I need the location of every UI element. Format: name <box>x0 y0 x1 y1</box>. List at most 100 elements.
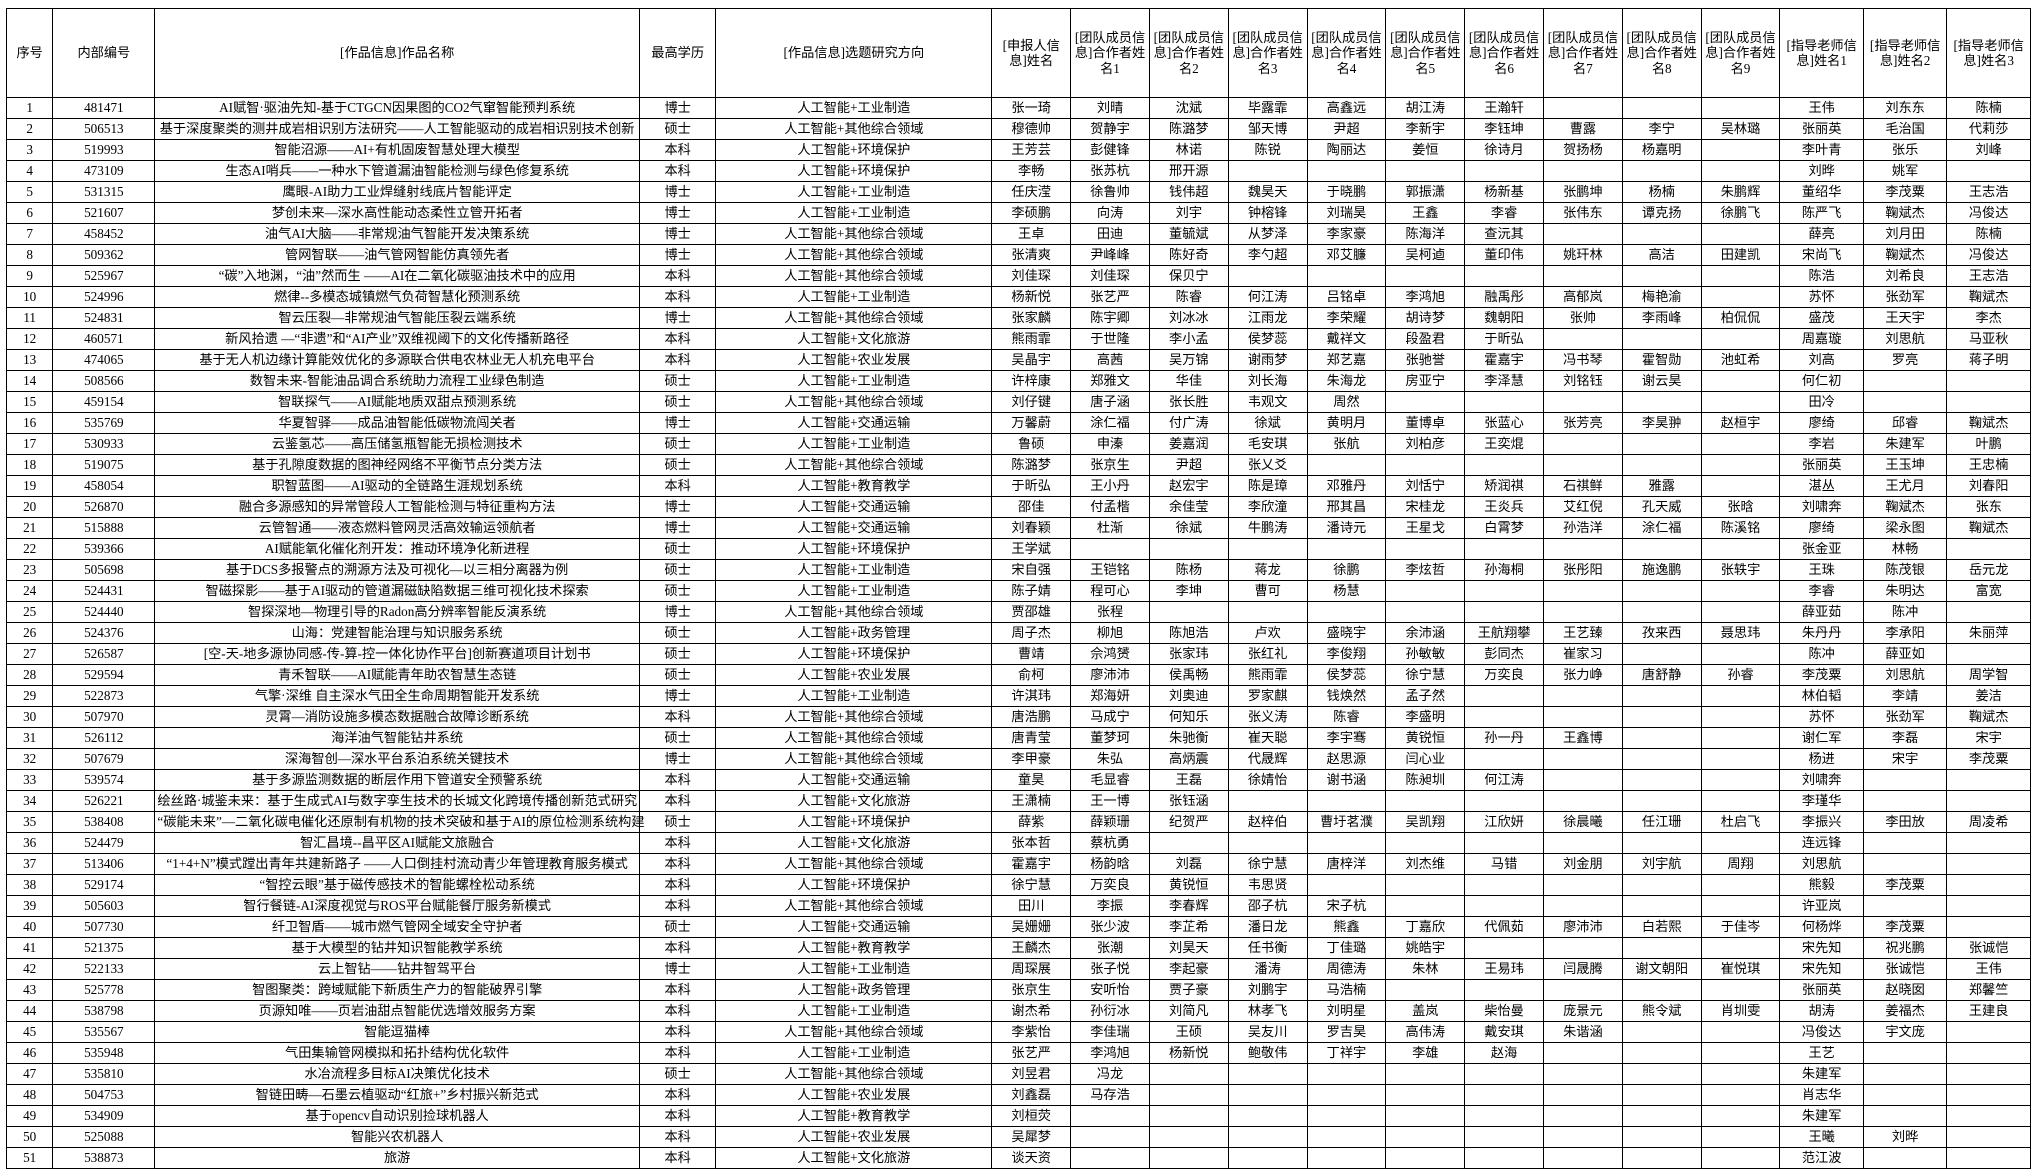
table-row[interactable]: 13 474065 基于无人机边缘计算能效优化的多源联合供电农林业无人机充电平台 本科… <box>5 349 2031 371</box>
cell-index[interactable]: 30 <box>5 706 54 728</box>
cell-member-3[interactable]: 卢欢 <box>1227 622 1308 644</box>
cell-applicant-name[interactable]: 宋自强 <box>991 559 1072 581</box>
table-row[interactable]: 6 521607 梦创未来—深水高性能动态柔性立管开拓者 博士 人工智能+工业制造 李硕鹏… <box>5 202 2031 224</box>
cell-member-4[interactable]: 郑艺嘉 <box>1306 349 1387 371</box>
cell-degree[interactable]: 本科 <box>638 1105 717 1127</box>
cell-member-7[interactable] <box>1542 685 1623 707</box>
cell-member-9[interactable] <box>1700 790 1781 812</box>
cell-applicant-name[interactable]: 谈天资 <box>991 1147 1072 1169</box>
cell-member-3[interactable] <box>1227 265 1308 287</box>
cell-index[interactable]: 8 <box>5 244 54 266</box>
cell-work-title[interactable]: 职智蓝图——AI驱动的全链路生涯规划系统 <box>154 475 640 497</box>
cell-member-3[interactable]: 鲍敬伟 <box>1227 1042 1308 1064</box>
cell-member-2[interactable]: 徐斌 <box>1148 517 1229 539</box>
cell-member-7[interactable]: 张帅 <box>1542 307 1623 329</box>
cell-member-6[interactable] <box>1464 748 1544 770</box>
cell-teacher-2[interactable]: 姜福杰 <box>1862 1000 1948 1022</box>
cell-internal-id[interactable]: 524831 <box>52 307 156 329</box>
cell-member-8[interactable]: 孜来西 <box>1621 622 1702 644</box>
cell-member-8[interactable] <box>1621 391 1702 413</box>
cell-member-2[interactable] <box>1148 1126 1229 1148</box>
cell-member-6[interactable]: 查沅其 <box>1464 223 1544 245</box>
cell-member-2[interactable]: 王磊 <box>1148 769 1229 791</box>
cell-index[interactable]: 45 <box>5 1021 54 1043</box>
cell-degree[interactable]: 硕士 <box>638 454 717 476</box>
table-row[interactable]: 48 504753 智链田畴—石墨云植驱动“红旅+”乡村振兴新范式 本科 人工智能+农业… <box>5 1084 2031 1106</box>
cell-degree[interactable]: 硕士 <box>638 433 717 455</box>
cell-member-3[interactable]: 李勺超 <box>1227 244 1308 266</box>
cell-member-7[interactable] <box>1542 601 1623 623</box>
cell-member-7[interactable]: 张伟东 <box>1542 202 1623 224</box>
cell-member-9[interactable] <box>1700 223 1781 245</box>
column-header-member-8[interactable]: [团队成员信息]合作者姓名8 <box>1621 8 1702 98</box>
cell-research-field[interactable]: 人工智能+交通运输 <box>715 916 993 938</box>
cell-member-2[interactable]: 刘昊天 <box>1148 937 1229 959</box>
cell-member-9[interactable]: 池虹希 <box>1700 349 1781 371</box>
cell-member-9[interactable] <box>1700 979 1781 1001</box>
cell-degree[interactable]: 博士 <box>638 307 717 329</box>
cell-member-6[interactable] <box>1464 1126 1544 1148</box>
cell-teacher-3[interactable]: 陈楠 <box>1946 97 2031 119</box>
cell-teacher-1[interactable]: 王艺 <box>1779 1042 1864 1064</box>
cell-internal-id[interactable]: 507679 <box>52 748 156 770</box>
cell-member-9[interactable] <box>1700 727 1781 749</box>
cell-member-9[interactable]: 朱鹏辉 <box>1700 181 1781 203</box>
cell-internal-id[interactable]: 473109 <box>52 160 156 182</box>
cell-teacher-1[interactable]: 连远锋 <box>1779 832 1864 854</box>
column-header-teacher-1[interactable]: [指导老师信息]姓名1 <box>1779 8 1864 98</box>
cell-index[interactable]: 18 <box>5 454 54 476</box>
cell-work-title[interactable]: 管网智联——油气管网智能仿真领先者 <box>154 244 640 266</box>
cell-member-3[interactable]: 蒋龙 <box>1227 559 1308 581</box>
cell-teacher-2[interactable]: 张诚恺 <box>1862 958 1948 980</box>
cell-member-6[interactable]: 李钰坤 <box>1464 118 1544 140</box>
cell-research-field[interactable]: 人工智能+工业制造 <box>715 580 993 602</box>
cell-applicant-name[interactable]: 李紫怡 <box>991 1021 1072 1043</box>
cell-internal-id[interactable]: 481471 <box>52 97 156 119</box>
cell-degree[interactable]: 本科 <box>638 937 717 959</box>
cell-research-field[interactable]: 人工智能+其他综合领域 <box>715 1021 993 1043</box>
cell-internal-id[interactable]: 526112 <box>52 727 156 749</box>
cell-applicant-name[interactable]: 许淇玮 <box>991 685 1072 707</box>
cell-member-3[interactable]: 熊雨霏 <box>1227 664 1308 686</box>
cell-member-6[interactable]: 徐诗月 <box>1464 139 1544 161</box>
cell-member-8[interactable]: 李昊翀 <box>1621 412 1702 434</box>
cell-member-7[interactable] <box>1542 160 1623 182</box>
cell-member-4[interactable]: 唐梓洋 <box>1306 853 1387 875</box>
cell-teacher-3[interactable]: 岳元龙 <box>1946 559 2031 581</box>
cell-index[interactable]: 49 <box>5 1105 54 1127</box>
cell-research-field[interactable]: 人工智能+政务管理 <box>715 622 993 644</box>
cell-teacher-1[interactable]: 李茂粟 <box>1779 664 1864 686</box>
cell-member-3[interactable]: 魏昊天 <box>1227 181 1308 203</box>
table-row[interactable]: 4 473109 生态AI哨兵——一种水下管道漏油智能检测与绿色修复系统 本科 人工智能… <box>5 160 2031 182</box>
cell-member-1[interactable]: 毛显睿 <box>1070 769 1150 791</box>
cell-work-title[interactable]: 气田集输管网模拟和拓扑结构优化软件 <box>154 1042 640 1064</box>
cell-member-5[interactable] <box>1385 874 1466 896</box>
cell-member-1[interactable]: 杨韵晗 <box>1070 853 1150 875</box>
cell-work-title[interactable]: “碳能未来”—二氧化碳电催化还原制有机物的技术突破和基于AI的原位检测系统构建 <box>154 811 645 833</box>
cell-teacher-3[interactable] <box>1946 1021 2031 1043</box>
cell-member-7[interactable]: 艾红倪 <box>1542 496 1623 518</box>
column-header-index[interactable]: 序号 <box>5 8 54 98</box>
cell-work-title[interactable]: 深海智创—深水平台系泊系统关键技术 <box>154 748 640 770</box>
cell-member-2[interactable]: 高炳震 <box>1148 748 1229 770</box>
cell-applicant-name[interactable]: 李甲豪 <box>991 748 1072 770</box>
cell-member-6[interactable]: 张蓝心 <box>1464 412 1544 434</box>
cell-teacher-3[interactable] <box>1946 832 2031 854</box>
cell-internal-id[interactable]: 474065 <box>52 349 156 371</box>
cell-internal-id[interactable]: 539574 <box>52 769 156 791</box>
cell-member-8[interactable]: 雅露 <box>1621 475 1702 497</box>
table-row[interactable]: 16 535769 华夏智驿——成品油智能低碳物流闯关者 博士 人工智能+交通运输 万馨蔚… <box>5 412 2031 434</box>
cell-member-8[interactable] <box>1621 979 1702 1001</box>
cell-research-field[interactable]: 人工智能+其他综合领域 <box>715 601 993 623</box>
cell-index[interactable]: 25 <box>5 601 54 623</box>
cell-member-6[interactable]: 矫润祺 <box>1464 475 1544 497</box>
cell-internal-id[interactable]: 524376 <box>52 622 156 644</box>
cell-member-9[interactable] <box>1700 895 1781 917</box>
cell-index[interactable]: 13 <box>5 349 54 371</box>
cell-member-4[interactable]: 高鑫远 <box>1306 97 1387 119</box>
cell-index[interactable]: 41 <box>5 937 54 959</box>
cell-degree[interactable]: 硕士 <box>638 559 717 581</box>
cell-member-5[interactable] <box>1385 1084 1466 1106</box>
cell-research-field[interactable]: 人工智能+交通运输 <box>715 412 993 434</box>
cell-member-6[interactable] <box>1464 160 1544 182</box>
